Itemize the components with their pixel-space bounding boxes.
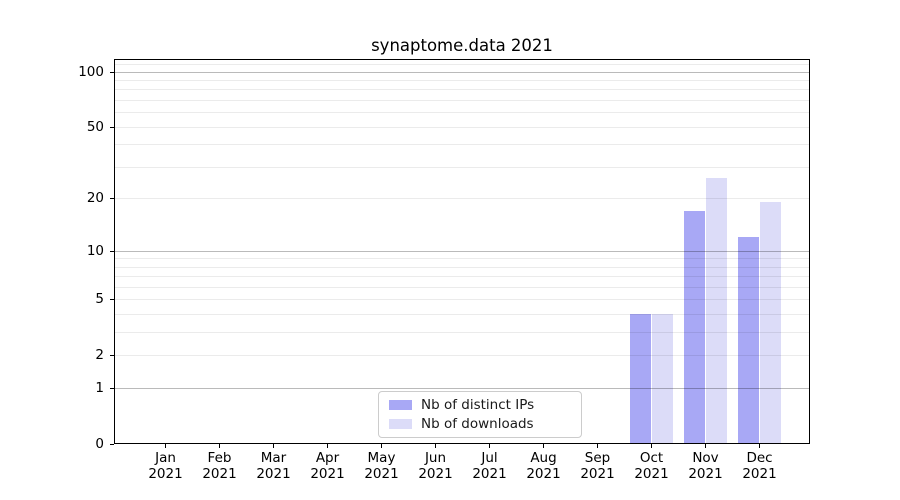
y-tick-mark <box>110 126 114 128</box>
bar-distinct-ips <box>737 237 760 444</box>
x-tick-label: Feb 2021 <box>202 450 237 482</box>
bar-distinct-ips <box>683 210 706 444</box>
x-tick-label: Mar 2021 <box>256 450 291 482</box>
y-tick-mark <box>110 250 114 252</box>
y-tick-mark <box>110 444 114 445</box>
x-tick-label: Jun 2021 <box>418 450 453 482</box>
x-tick-mark <box>381 444 382 448</box>
chart-title: synaptome.data 2021 <box>371 36 553 55</box>
y-tick-label: 100 <box>78 63 104 80</box>
legend-item-distinct-ips: Nb of distinct IPs <box>389 397 573 413</box>
x-tick-mark <box>543 444 544 448</box>
y-tick-label: 2 <box>95 347 104 364</box>
legend-label-downloads: Nb of downloads <box>421 416 534 432</box>
bar-downloads <box>651 314 674 444</box>
bar-distinct-ips <box>629 314 652 444</box>
x-tick-mark <box>651 444 652 448</box>
bars-layer <box>114 59 810 444</box>
bar-downloads <box>705 178 728 444</box>
x-tick-mark <box>705 444 706 448</box>
y-tick-label: 50 <box>86 118 104 135</box>
x-tick-label: Nov 2021 <box>688 450 723 482</box>
y-tick-mark <box>110 71 114 73</box>
x-tick-mark <box>435 444 436 448</box>
x-tick-mark <box>165 444 166 448</box>
x-tick-mark <box>759 444 760 448</box>
y-tick-label: 20 <box>86 190 104 207</box>
legend-label-distinct-ips: Nb of distinct IPs <box>421 397 535 413</box>
y-tick-label: 0 <box>95 436 104 452</box>
x-tick-label: Oct 2021 <box>634 450 669 482</box>
legend-item-downloads: Nb of downloads <box>389 416 573 432</box>
x-tick-label: May 2021 <box>364 450 399 482</box>
legend-swatch-downloads-icon <box>389 419 412 429</box>
y-tick-mark <box>110 355 114 357</box>
x-tick-label: Jul 2021 <box>472 450 507 482</box>
legend-swatch-distinct-ips-icon <box>389 400 412 410</box>
y-tick-label: 5 <box>95 291 104 308</box>
x-tick-mark <box>597 444 598 448</box>
x-tick-mark <box>327 444 328 448</box>
x-tick-label: Sep 2021 <box>580 450 615 482</box>
y-tick-label: 1 <box>95 380 104 397</box>
legend: Nb of distinct IPs Nb of downloads <box>378 391 582 438</box>
bar-downloads <box>759 202 782 444</box>
y-tick-label: 10 <box>86 242 104 259</box>
x-tick-label: Dec 2021 <box>742 450 777 482</box>
x-tick-mark <box>489 444 490 448</box>
x-tick-mark <box>273 444 274 448</box>
x-tick-label: Aug 2021 <box>526 450 561 482</box>
y-tick-mark <box>110 388 114 390</box>
x-tick-label: Apr 2021 <box>310 450 345 482</box>
y-tick-mark <box>110 198 114 200</box>
y-tick-mark <box>110 299 114 301</box>
x-tick-label: Jan 2021 <box>148 450 183 482</box>
x-tick-mark <box>219 444 220 448</box>
plot-area <box>114 59 810 444</box>
